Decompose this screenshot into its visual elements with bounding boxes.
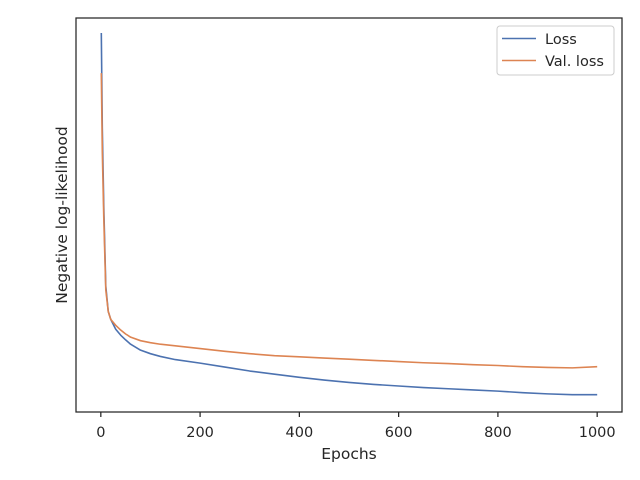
plot-frame: [75, 17, 623, 413]
x-tick-label: 1000: [579, 425, 616, 441]
series-layer: [100, 32, 598, 396]
x-tick-label: 200: [186, 425, 214, 441]
x-tick-label: 800: [484, 425, 512, 441]
series-line-val-loss: [100, 73, 598, 369]
x-tick-label: 0: [96, 425, 105, 441]
legend-label-loss: Loss: [545, 32, 577, 48]
x-axis-ticks: 0 200 400 600 800 1000: [96, 412, 616, 441]
x-tick-label: 400: [286, 425, 314, 441]
x-axis-label: Epochs: [321, 445, 377, 463]
legend-label-val-loss: Val. loss: [545, 54, 604, 70]
plot-area: [76, 18, 622, 412]
x-tick-label: 600: [385, 425, 413, 441]
legend: Loss Val. loss: [496, 25, 615, 76]
y-axis-label: Negative log-likelihood: [53, 126, 71, 304]
